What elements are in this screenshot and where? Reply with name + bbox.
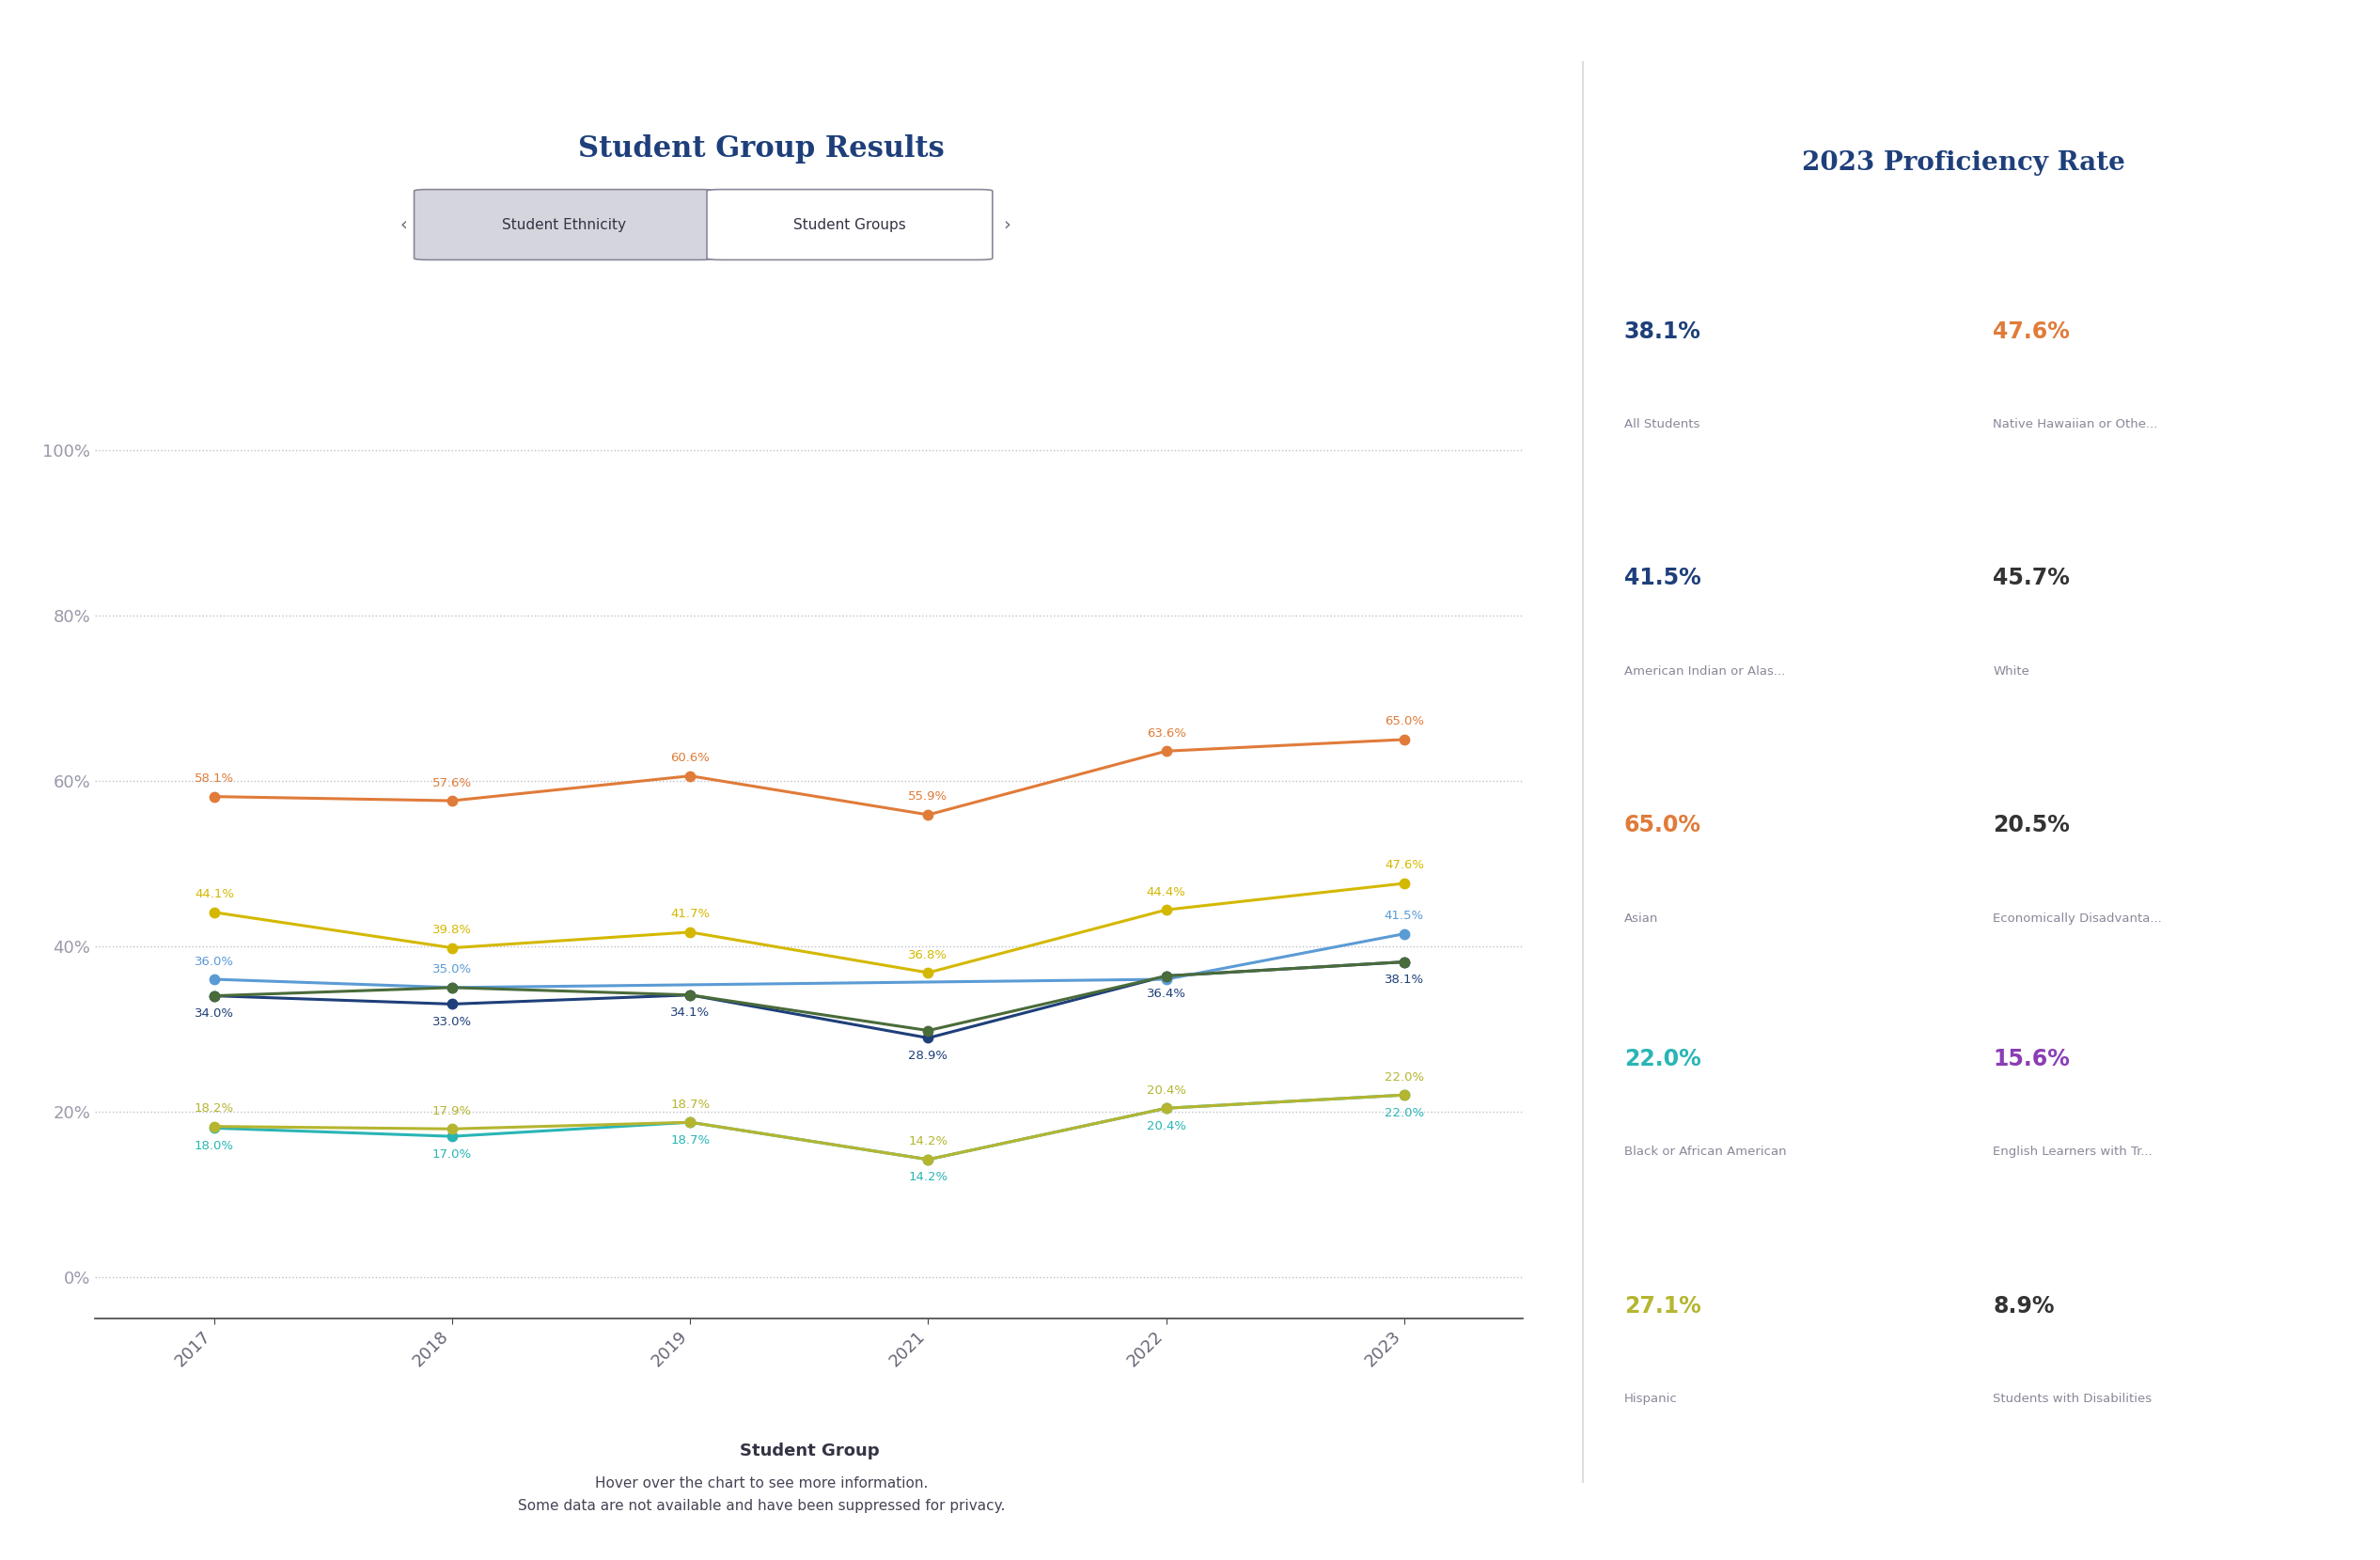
- Text: Student Group Results: Student Group Results: [578, 134, 945, 164]
- Text: 18.7%: 18.7%: [671, 1098, 709, 1111]
- Text: White: White: [1992, 665, 2030, 677]
- Text: Native Hawaiian or Othe...: Native Hawaiian or Othe...: [1992, 418, 2159, 431]
- Text: 47.6%: 47.6%: [1992, 320, 2071, 343]
- Text: 2023 Proficiency Rate: 2023 Proficiency Rate: [1802, 150, 2125, 176]
- Text: All Students: All Students: [1623, 418, 1699, 431]
- Text: 35.0%: 35.0%: [433, 964, 471, 977]
- Text: 17.9%: 17.9%: [433, 1104, 471, 1117]
- Text: 38.1%: 38.1%: [1623, 320, 1702, 343]
- Text: 65.0%: 65.0%: [1623, 814, 1702, 836]
- Text: 63.6%: 63.6%: [1147, 727, 1185, 739]
- Text: 22.0%: 22.0%: [1385, 1072, 1423, 1083]
- Text: 44.4%: 44.4%: [1147, 886, 1185, 899]
- Text: Economically Disadvanta...: Economically Disadvanta...: [1992, 913, 2161, 925]
- Text: 58.1%: 58.1%: [195, 772, 233, 785]
- Text: Student Ethnicity: Student Ethnicity: [502, 217, 626, 232]
- Text: 39.8%: 39.8%: [433, 924, 471, 936]
- Text: 55.9%: 55.9%: [909, 791, 947, 803]
- Text: 65.0%: 65.0%: [1385, 716, 1423, 729]
- Text: 18.0%: 18.0%: [195, 1140, 233, 1151]
- Text: 41.5%: 41.5%: [1623, 568, 1702, 590]
- Text: 34.1%: 34.1%: [671, 1006, 709, 1019]
- Text: 45.7%: 45.7%: [1992, 568, 2071, 590]
- Text: Black or African American: Black or African American: [1623, 1145, 1787, 1158]
- Text: 60.6%: 60.6%: [671, 752, 709, 764]
- Text: English Learners with Tr...: English Learners with Tr...: [1992, 1145, 2152, 1158]
- Text: 36.4%: 36.4%: [1147, 987, 1185, 1000]
- Text: 41.5%: 41.5%: [1385, 909, 1423, 922]
- Text: 18.2%: 18.2%: [195, 1103, 233, 1115]
- Text: 20.5%: 20.5%: [1992, 814, 2071, 836]
- Text: American Indian or Alas...: American Indian or Alas...: [1623, 665, 1785, 677]
- Text: 38.1%: 38.1%: [1385, 973, 1423, 986]
- Text: 36.8%: 36.8%: [909, 948, 947, 961]
- Text: 47.6%: 47.6%: [1385, 860, 1423, 872]
- Text: 44.1%: 44.1%: [195, 888, 233, 900]
- Text: 28.9%: 28.9%: [909, 1050, 947, 1062]
- Text: 22.0%: 22.0%: [1623, 1048, 1702, 1070]
- Text: 20.4%: 20.4%: [1147, 1120, 1185, 1133]
- Text: 27.1%: 27.1%: [1623, 1295, 1702, 1317]
- Text: 14.2%: 14.2%: [909, 1136, 947, 1148]
- Text: Asian: Asian: [1623, 913, 1659, 925]
- Text: Hover over the chart to see more information.
Some data are not available and ha: Hover over the chart to see more informa…: [519, 1476, 1004, 1513]
- Text: 17.0%: 17.0%: [433, 1148, 471, 1161]
- FancyBboxPatch shape: [414, 189, 714, 261]
- Text: 57.6%: 57.6%: [433, 777, 471, 789]
- Text: 36.0%: 36.0%: [195, 955, 233, 967]
- FancyBboxPatch shape: [707, 189, 992, 261]
- Text: 34.0%: 34.0%: [195, 1008, 233, 1020]
- Text: 20.4%: 20.4%: [1147, 1084, 1185, 1097]
- Text: Students with Disabilities: Students with Disabilities: [1992, 1393, 2152, 1406]
- Text: 18.7%: 18.7%: [671, 1134, 709, 1147]
- Text: Hispanic: Hispanic: [1623, 1393, 1678, 1406]
- Text: 41.7%: 41.7%: [671, 908, 709, 920]
- X-axis label: Student Group: Student Group: [740, 1441, 878, 1459]
- Text: 15.6%: 15.6%: [1992, 1048, 2071, 1070]
- Text: 8.9%: 8.9%: [1992, 1295, 2054, 1317]
- Text: 14.2%: 14.2%: [909, 1172, 947, 1184]
- Text: Student Groups: Student Groups: [793, 217, 907, 232]
- Text: ‹: ‹: [400, 215, 407, 234]
- Text: 33.0%: 33.0%: [433, 1016, 471, 1028]
- Text: ›: ›: [1002, 215, 1011, 234]
- Text: 22.0%: 22.0%: [1385, 1106, 1423, 1119]
